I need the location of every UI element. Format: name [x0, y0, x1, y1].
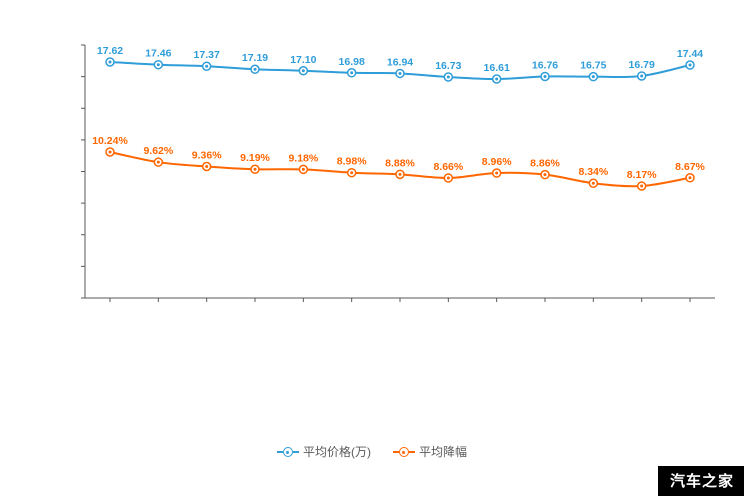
data-point-label: 9.62%: [143, 145, 173, 157]
data-point-dot: [398, 71, 402, 75]
data-point-label: 16.61: [484, 62, 510, 74]
data-point-label: 8.67%: [675, 161, 705, 173]
data-point-dot: [253, 67, 257, 71]
legend-marker-average-price-icon: [276, 447, 299, 457]
data-point-label: 16.73: [435, 60, 461, 72]
data-point-dot: [591, 75, 595, 79]
data-point-label: 9.36%: [192, 149, 222, 161]
data-point-dot: [108, 60, 112, 64]
data-point-label: 17.10: [290, 54, 316, 66]
data-point-label: 16.94: [387, 56, 413, 68]
legend-item-average-discount[interactable]: 平均降幅: [392, 445, 467, 459]
data-point-dot: [108, 150, 112, 154]
data-point-label: 16.76: [532, 59, 558, 71]
data-point-dot: [350, 171, 354, 175]
data-point-label: 8.98%: [337, 156, 367, 168]
data-point-dot: [543, 74, 547, 78]
data-point-label: 9.18%: [288, 152, 318, 164]
data-point-label: 8.86%: [530, 158, 560, 170]
chart-svg: 17.62 17.46 17.37 17.19 17.10 16.98 16.94 16.73…: [81, 44, 715, 302]
legend-label-average-price: 平均价格(万): [302, 445, 371, 459]
data-point-label: 17.46: [145, 48, 171, 60]
data-point-dot: [591, 181, 595, 185]
data-point-dot: [156, 63, 160, 67]
data-point-dot: [301, 69, 305, 73]
data-point-label: 17.37: [194, 49, 220, 61]
data-point-dot: [205, 164, 209, 168]
data-point-dot: [398, 172, 402, 176]
data-point-label: 17.44: [677, 48, 703, 60]
data-point-dot: [543, 173, 547, 177]
data-point-dot: [446, 176, 450, 180]
data-point-dot: [301, 167, 305, 171]
data-point-label: 17.62: [97, 45, 123, 57]
legend-item-average-price[interactable]: 平均价格(万): [276, 445, 371, 459]
data-point-dot: [205, 64, 209, 68]
data-point-label: 16.98: [339, 56, 365, 68]
data-point-dot: [156, 160, 160, 164]
legend-marker-average-discount-icon: [392, 447, 415, 457]
data-point-label: 16.79: [629, 59, 655, 71]
data-point-label: 8.88%: [385, 157, 415, 169]
chart-legend: 平均价格(万) 平均降幅: [0, 445, 744, 459]
data-point-dot: [688, 176, 692, 180]
data-point-label: 8.96%: [482, 156, 512, 168]
data-point-dot: [253, 167, 257, 171]
legend-label-average-discount: 平均降幅: [418, 445, 467, 459]
data-point-label: 10.24%: [92, 135, 128, 147]
data-point-label: 16.75: [580, 60, 606, 72]
watermark-autohome: 汽车之家: [657, 466, 744, 496]
data-point-label: 8.66%: [433, 161, 463, 173]
data-point-dot: [446, 75, 450, 79]
data-point-dot: [495, 77, 499, 81]
data-point-dot: [350, 71, 354, 75]
data-point-dot: [640, 184, 644, 188]
data-point-dot: [640, 74, 644, 78]
data-point-label: 8.34%: [578, 166, 608, 178]
data-point-label: 17.19: [242, 52, 268, 64]
data-point-dot: [688, 63, 692, 67]
data-point-dot: [495, 171, 499, 175]
data-point-label: 8.17%: [627, 169, 657, 181]
data-point-label: 9.19%: [240, 152, 270, 164]
